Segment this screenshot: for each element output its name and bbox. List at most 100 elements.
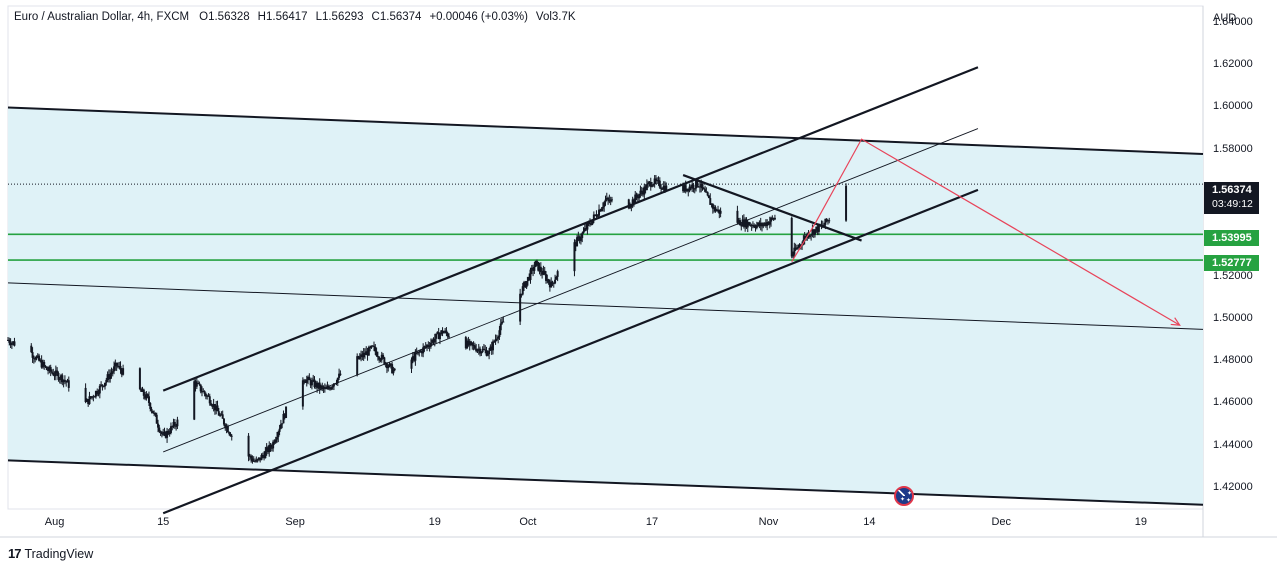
candle-body [473,345,476,349]
candle-body [312,379,315,381]
candle-body [9,342,12,345]
candle-body [538,266,541,271]
candle-body [753,225,756,227]
candle-body [115,362,118,366]
candle-body [34,358,37,360]
candle-body [639,190,642,195]
candle-body [526,276,529,282]
open-value: 1.56328 [208,11,250,23]
candle-body [475,348,478,352]
candle-body [585,228,588,230]
y-tick-label: 1.50000 [1213,311,1253,324]
candle-body [442,332,445,334]
candle-body [30,345,33,353]
candle-body [548,282,551,288]
candle-body [825,218,828,222]
candle-body [32,357,35,359]
candle-body [578,236,581,241]
candle-body [794,247,797,250]
candle-body [665,185,668,192]
candle-body [282,413,285,424]
tradingview-logo-icon: 17 [8,546,22,561]
candle-body [199,384,202,392]
candle-body [576,237,579,247]
candle-body [480,351,483,354]
candle-body [374,346,377,352]
candle-body [200,391,203,393]
australia-flag-icon[interactable]: ✦ ✦ ✦ [894,486,914,506]
candle-body [683,185,686,192]
high-label: H [257,11,266,23]
candle-body [43,362,46,366]
candle-body [431,339,434,343]
candle-body [495,338,498,340]
candle-body [97,393,100,395]
candle-body [489,346,492,351]
candle-body [107,374,110,380]
candle-body [366,351,369,356]
candle-body [524,282,527,288]
candle-body [326,386,329,390]
x-tick-label: Dec [991,516,1012,528]
candle-body [283,413,286,418]
candle-body [325,387,328,390]
last-price-badge: 1.56374 03:49:12 [1204,182,1259,214]
candle-body [528,276,531,280]
candle-body [362,352,365,358]
candle-body [521,286,524,295]
candle-body [38,355,41,361]
level-badge-1: 1.53995 [1204,230,1259,246]
candle-body [160,432,163,435]
candle-body [141,389,144,392]
candle-body [322,386,325,389]
candle-body [574,242,577,247]
tradingview-brand[interactable]: 17 TradingView [8,546,93,561]
candle-body [704,189,707,192]
candle-body [357,356,360,359]
candle-body [145,394,148,399]
candle-body [66,380,69,383]
candle-body [588,222,591,225]
brand-name: TradingView [24,546,94,561]
candle-body [555,276,558,280]
candle-body [119,365,122,370]
candle-body [419,350,422,352]
symbol-title[interactable]: Euro / Australian Dollar, 4h, FXCM [14,11,190,23]
candle-body [556,271,559,277]
wide-channel-lower-line [7,459,1204,506]
candle-body [8,340,11,343]
candle-body [317,382,320,388]
candle-body [652,184,655,186]
candle-body [591,219,594,225]
candle-body [147,396,150,403]
candle-body [481,348,484,352]
candle-body [466,340,469,349]
candle-body [715,210,718,212]
candle-body [61,375,64,383]
candle-body [762,224,765,227]
candle-body [705,191,708,193]
x-tick-label: 19 [1134,516,1148,528]
candle-body [274,439,277,443]
candle-body [208,396,211,404]
candle-body [225,426,228,429]
close-label: C [371,11,380,23]
candle-body [594,214,597,216]
candle-body [494,339,497,342]
candle-body [269,444,272,448]
candle-body [252,460,255,462]
candle-body [12,341,15,343]
candle-body [410,359,413,369]
candle-body [211,405,214,407]
candle-body [811,229,814,235]
candle-body [543,270,546,275]
candle-body [338,373,341,378]
wide-channel-mid-line [7,282,1204,330]
candle-body [169,426,172,433]
candle-body [202,391,205,393]
candle-body [248,455,251,457]
candle-body [687,188,690,192]
candle-body [57,373,60,380]
candle-body [766,222,769,226]
